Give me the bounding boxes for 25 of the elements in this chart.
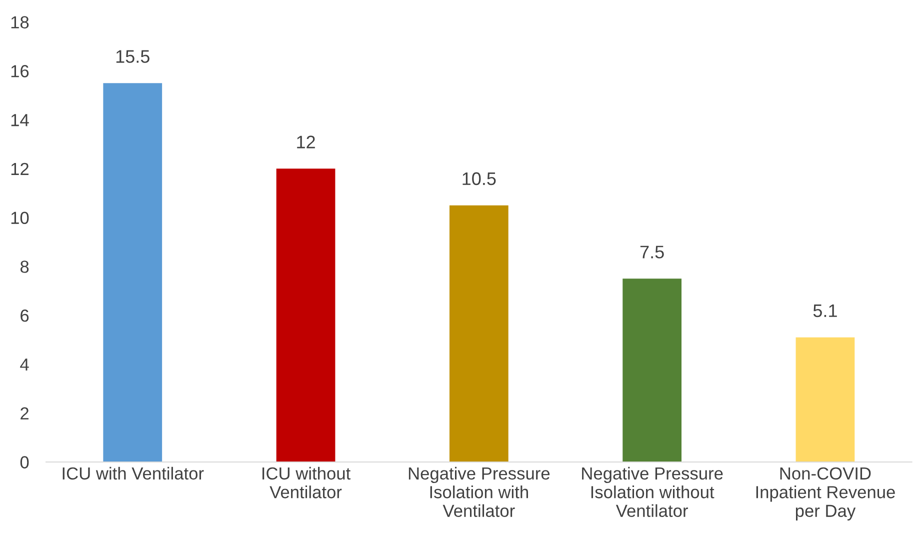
bar — [449, 205, 508, 462]
bar — [276, 168, 336, 462]
x-tick-label: ICU with Ventilator — [62, 466, 204, 480]
y-tick-label: 12 — [11, 162, 29, 175]
data-label: 10.5 — [462, 172, 496, 186]
y-tick-label: 16 — [11, 65, 29, 78]
y-tick-label: 14 — [11, 114, 29, 126]
y-tick-label: 0 — [20, 456, 29, 468]
bar — [796, 337, 855, 462]
y-tick-label: 8 — [20, 260, 29, 273]
data-label: 5.1 — [813, 304, 837, 318]
x-tick-label: ICU without Ventilator — [262, 466, 351, 498]
x-tick-label: Negative Pressure Isolation with Ventilator — [408, 466, 550, 518]
x-tick-label: Negative Pressure Isolation without Ventilator — [582, 466, 723, 518]
bar — [622, 278, 682, 462]
data-label: 15.5 — [116, 50, 150, 63]
y-tick-label: 10 — [11, 212, 29, 224]
y-tick-label: 18 — [11, 16, 29, 28]
y-tick-label: 4 — [20, 358, 29, 371]
x-tick-label: Non-COVID Inpatient Revenue per Day — [756, 467, 895, 520]
data-label: 7.5 — [640, 246, 664, 258]
y-tick-label: 2 — [20, 407, 29, 420]
y-tick-label: 6 — [20, 310, 29, 322]
data-label: 12 — [297, 136, 315, 148]
bar — [103, 83, 162, 462]
